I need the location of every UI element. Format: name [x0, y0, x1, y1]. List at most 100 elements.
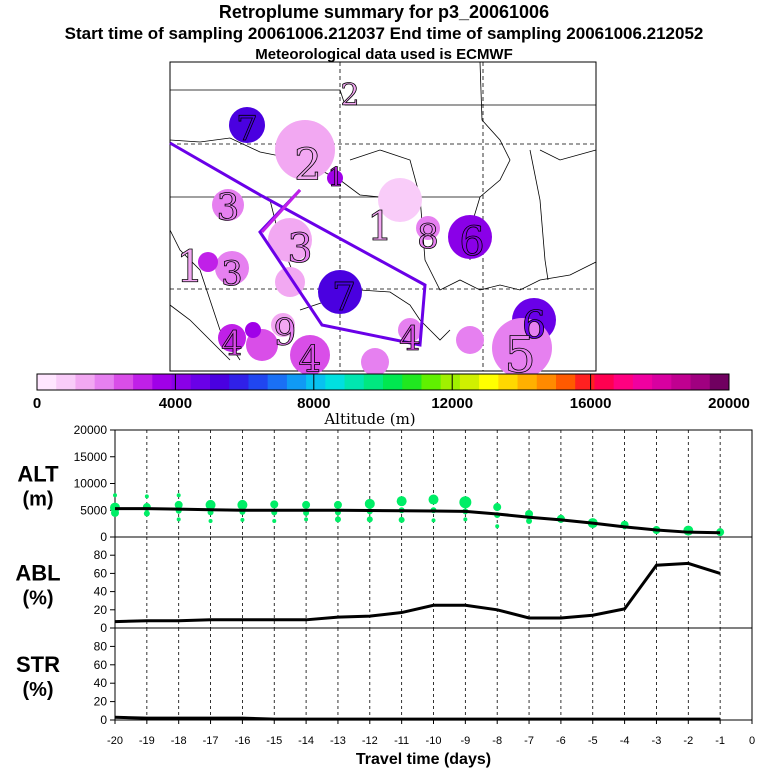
y-tick-label: 20000	[74, 423, 108, 437]
x-tick-label: -12	[362, 735, 378, 747]
colorbar-swatch	[248, 374, 269, 390]
sampling-times: Start time of sampling 20061006.212037 E…	[64, 24, 704, 43]
series-line-alt	[115, 507, 721, 535]
plume-dot	[463, 517, 468, 522]
colorbar-tick-label: 20000	[708, 395, 750, 412]
x-tick-label: -3	[652, 735, 662, 747]
plume-dot	[396, 496, 407, 507]
colorbar-swatch	[517, 374, 538, 390]
plume-circle	[492, 318, 552, 378]
colorbar-swatch	[671, 374, 692, 390]
map-day-label: 2	[340, 78, 359, 113]
x-tick-label: -4	[620, 735, 630, 747]
x-tick-label: -19	[139, 735, 155, 747]
map-day-label: 3	[217, 188, 240, 229]
plume-dot	[398, 516, 405, 523]
colorbar-swatch	[171, 374, 192, 390]
plume-dot	[431, 518, 436, 523]
plume-circle	[318, 270, 362, 314]
colorbar-tick-label: 12000	[431, 395, 473, 412]
x-tick-label: -16	[234, 735, 250, 747]
plume-circle	[271, 313, 295, 337]
altitude-colorbar: 0 4000 8000 12000 16000 20000	[33, 373, 750, 412]
y-axis-label: ABL	[15, 561, 60, 586]
colorbar-swatch	[613, 374, 634, 390]
colorbar-tick-label: 4000	[159, 395, 192, 412]
plume-dot	[208, 518, 213, 523]
time-series-panels: 05000100001500020000ALT(m)020406080ABL(%…	[15, 423, 755, 768]
map-day-label: 1	[176, 242, 204, 293]
plume-dot	[364, 498, 375, 509]
colorbar-swatch	[440, 374, 461, 390]
map-day-label: 6	[522, 303, 546, 347]
plume-dot	[111, 508, 119, 517]
panel-alt: 0 5000 10000 15000 20000 ALT(m)	[17, 423, 753, 544]
colorbar-label: Altitude (m)	[323, 410, 415, 428]
y-tick-label: 80	[94, 639, 108, 653]
colorbar-swatch	[383, 374, 403, 390]
plume-dot	[334, 516, 341, 523]
plume-circle	[245, 322, 261, 338]
plume-circle	[268, 218, 312, 262]
map-day-label: 9	[274, 313, 297, 354]
colorbar-swatch	[690, 374, 711, 390]
x-tick-label: -11	[394, 735, 409, 747]
map-gridlines	[170, 62, 596, 371]
y-tick-label: 0	[100, 530, 107, 544]
colorbar-swatch	[344, 374, 365, 390]
colorbar-swatch	[575, 374, 595, 390]
map-day-label: 3	[287, 226, 312, 272]
plume-circle	[290, 335, 330, 375]
x-tick-label: -5	[588, 735, 598, 747]
colorbar-swatch	[152, 374, 173, 390]
colorbar-swatch	[229, 374, 249, 390]
y-axis-unit: (%)	[22, 588, 53, 610]
colorbar-swatch	[402, 374, 422, 390]
y-tick-label: 40	[94, 585, 108, 599]
plume-dot	[113, 493, 117, 498]
map-day-label: 3	[221, 254, 243, 294]
map-day-label: 7	[332, 275, 356, 319]
trajectory-path-secondary	[260, 188, 302, 234]
trajectory-path-main	[169, 141, 427, 347]
plume-circle	[456, 326, 484, 354]
plume-dot	[272, 518, 277, 523]
y-tick-label: 5000	[80, 503, 107, 517]
colorbar-swatch	[709, 374, 730, 390]
plume-dot	[205, 499, 216, 510]
colorbar-tick-label: 8000	[297, 395, 330, 412]
plume-circles	[198, 107, 556, 378]
map-day-label: 8	[417, 217, 439, 257]
y-axis-label: STR	[16, 652, 60, 677]
colorbar-swatch	[94, 374, 115, 390]
colorbar-swatch	[632, 374, 653, 390]
plume-dot	[428, 494, 439, 505]
y-tick-label: 10000	[74, 477, 108, 491]
x-tick-label: -20	[107, 735, 123, 747]
map-day-label: 4	[221, 324, 243, 364]
plume-dot	[366, 516, 373, 523]
plume-dot	[495, 524, 500, 529]
colorbar-swatch	[652, 374, 672, 390]
colorbar-swatch	[286, 374, 307, 390]
colorbar-swatch	[479, 374, 499, 390]
plume-circle	[198, 252, 218, 272]
colorbar-swatch	[306, 374, 326, 390]
plume-dot	[174, 500, 183, 509]
x-tick-label: -18	[171, 735, 187, 747]
colorbar-swatch	[498, 374, 519, 390]
plume-circle	[416, 216, 440, 240]
y-axis-unit: (m)	[22, 489, 53, 511]
plume-circle	[378, 178, 422, 222]
colorbar-swatch	[113, 374, 134, 390]
colorbar-swatch	[56, 374, 76, 390]
chart-title: Retroplume summary for p3_20061006	[218, 2, 550, 22]
y-axis-unit: (%)	[22, 679, 53, 701]
map-day-label: 1	[367, 204, 392, 250]
plume-dot	[526, 517, 533, 524]
colorbar-swatch	[325, 374, 346, 390]
x-tick-label: -13	[330, 735, 346, 747]
colorbar-swatch	[133, 374, 153, 390]
